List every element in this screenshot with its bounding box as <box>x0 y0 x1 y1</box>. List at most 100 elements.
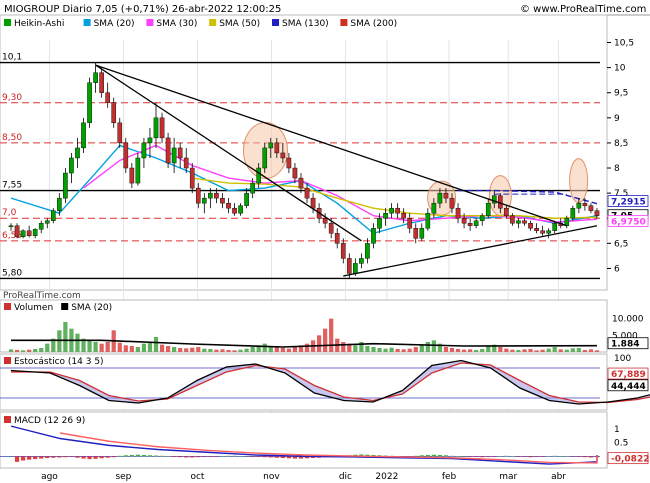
volume-bar <box>347 343 352 352</box>
candle-body <box>32 229 38 236</box>
macd-hist-bar <box>576 456 581 457</box>
macd-hist-bar <box>190 456 195 458</box>
candle-body <box>195 187 201 204</box>
candle-body <box>75 147 80 159</box>
macd-hist-bar <box>455 456 461 457</box>
macd-hist-bar <box>75 456 80 458</box>
volume-bar <box>359 342 364 352</box>
month-label: abr <box>551 472 566 482</box>
candle-body <box>389 207 394 214</box>
volume-bar <box>449 348 455 352</box>
macd-hist-bar <box>546 456 551 457</box>
candle-body <box>87 82 92 124</box>
volume-bar <box>329 318 334 352</box>
macd-hist-bar <box>99 456 104 459</box>
price-panel[interactable] <box>0 14 608 291</box>
candle-body <box>455 207 461 219</box>
price-tick-label: 10,5 <box>614 39 634 49</box>
legend-label: SMA (20) <box>94 19 135 29</box>
candle-body <box>443 192 449 199</box>
price-tick-label: 6,5 <box>614 239 628 249</box>
volume-bar <box>63 322 68 352</box>
macd-hist-bar <box>504 455 509 457</box>
price-badge-box <box>607 195 649 207</box>
volume-bar <box>141 343 147 352</box>
volume-bar <box>546 348 551 352</box>
macd-hist-bar <box>371 455 376 457</box>
volume-bar <box>33 349 38 352</box>
candle-body <box>165 137 171 164</box>
volume-panel[interactable] <box>0 299 608 353</box>
legend-swatch <box>340 19 348 26</box>
macd-hist-bar <box>443 455 449 457</box>
macd-hist-bar <box>232 455 237 457</box>
macd-badge: -0,0822 <box>611 455 649 465</box>
legend-swatch <box>4 416 11 423</box>
price-tick-label: 8 <box>614 164 620 174</box>
macd-hist-bar <box>45 456 50 459</box>
legend-swatch <box>146 19 154 26</box>
macd-hist-bar <box>522 456 527 457</box>
volume-bar <box>14 350 20 352</box>
candle-body <box>365 243 370 259</box>
candle-body <box>467 223 473 226</box>
macd-panel[interactable] <box>0 411 608 469</box>
candle-body <box>8 225 14 227</box>
candle-body <box>208 192 213 199</box>
volume-bar <box>208 349 213 352</box>
price-badge: 7,2915 <box>611 198 646 208</box>
candle-body <box>431 202 437 214</box>
volume-bar <box>105 342 110 352</box>
volume-legend: Volumen SMA (20) <box>4 303 112 313</box>
candle-body <box>540 230 545 234</box>
macd-hist-bar <box>286 456 292 459</box>
macd-hist-bar <box>111 456 116 458</box>
volume-bar <box>147 342 153 352</box>
candle-body <box>588 205 594 211</box>
macd-hist-bar <box>20 456 26 461</box>
legend-label: SMA (30) <box>156 19 197 29</box>
macd-legend: MACD (12 26 9) <box>4 416 85 426</box>
volume-bar <box>468 349 473 352</box>
candle-body <box>353 263 358 274</box>
candle-body <box>238 205 243 214</box>
volume-bar <box>588 349 594 352</box>
volume-bar <box>353 345 358 352</box>
stochastic-badge: 44,444 <box>611 382 646 392</box>
volume-bar <box>280 348 285 352</box>
candle-body <box>250 182 255 194</box>
level-label: 7,0 <box>2 208 17 218</box>
candle-body <box>304 187 310 199</box>
legend-label: Volumen <box>14 303 53 313</box>
candle-body <box>147 137 153 144</box>
legend-swatch <box>83 19 91 26</box>
macd-hist-bar <box>220 456 225 457</box>
macd-hist-bar <box>304 456 310 459</box>
month-label: sep <box>115 472 131 482</box>
volume-bar <box>558 349 563 352</box>
volume-bar <box>39 348 44 352</box>
macd-hist-bar <box>558 456 563 457</box>
volume-bar <box>262 343 267 352</box>
macd-hist-bar <box>51 456 56 458</box>
macd-hist-bar <box>117 455 122 457</box>
stochastic-badge-box <box>607 379 649 392</box>
price-badges: 7,29157,056,9750 <box>607 195 649 227</box>
macd-hist-bar <box>540 456 545 457</box>
macd-axis: 1 0.5 -0,0822 <box>607 425 649 465</box>
candle-body <box>377 218 382 229</box>
macd-hist-bar <box>250 456 255 457</box>
candle-body <box>413 228 419 239</box>
macd-hist-bar <box>165 456 171 457</box>
level-label: 6,55 <box>2 231 22 241</box>
candle-body <box>546 230 551 234</box>
candle-body <box>328 223 334 234</box>
volume-bar <box>407 348 412 352</box>
candle-body <box>14 225 20 237</box>
candle-body <box>57 197 62 211</box>
volume-bar <box>153 337 159 352</box>
macd-hist-bar <box>474 456 479 457</box>
macd-hist-bar <box>534 456 539 457</box>
volume-bar <box>371 347 376 352</box>
volume-bar <box>534 350 539 352</box>
